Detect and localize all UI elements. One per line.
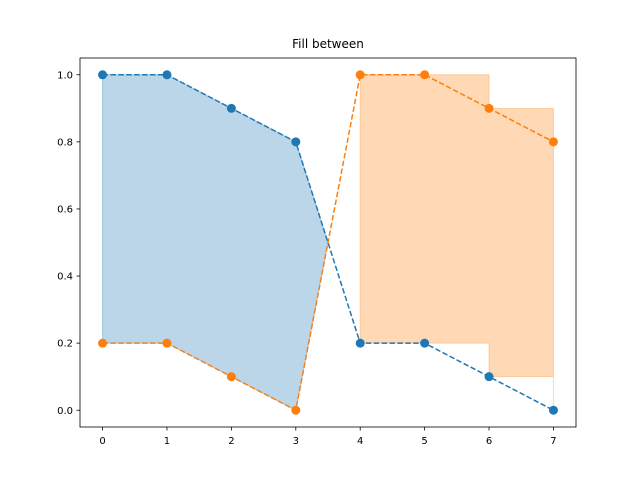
x-tick-label: 0	[99, 436, 105, 447]
markers-layer	[98, 70, 558, 415]
series-1-point	[291, 137, 301, 147]
series-1-point	[162, 70, 172, 80]
x-tick-label: 4	[357, 436, 363, 447]
series-2-point	[420, 70, 430, 80]
x-tick-label: 7	[550, 436, 556, 447]
fills-layer	[102, 74, 554, 411]
series-1-point	[420, 338, 430, 348]
x-tick-label: 6	[486, 436, 492, 447]
y-tick-label: 0.2	[57, 339, 73, 350]
x-tick-label: 1	[164, 436, 170, 447]
y-tick-label: 0.8	[57, 137, 73, 148]
y-tick-label: 0.0	[57, 406, 73, 417]
series-1-line	[102, 74, 554, 411]
x-tick-label: 2	[228, 436, 234, 447]
series-2-point	[548, 137, 558, 147]
y-tick-label: 0.6	[57, 205, 73, 216]
series-2-point	[291, 405, 301, 415]
lines-layer	[102, 74, 554, 412]
series-2-point	[484, 103, 494, 113]
series-2-point	[226, 372, 236, 382]
series-1-point	[98, 70, 108, 80]
chart-title: Fill between	[292, 37, 364, 51]
x-tick-label: 3	[293, 436, 299, 447]
y-axis-ticks: 0.0 0.2 0.4 0.6 0.8 1.0	[57, 70, 80, 417]
series-2-point	[355, 70, 365, 80]
axes-frame	[79, 57, 577, 428]
series-2-line	[102, 74, 554, 412]
x-axis-ticks: 0 1 2 3 4 5 6 7	[99, 427, 557, 447]
series-1-point	[226, 103, 236, 113]
fill-region-blue	[102, 74, 329, 411]
x-tick-label: 5	[421, 436, 427, 447]
series-1-point	[355, 338, 365, 348]
y-tick-label: 1.0	[57, 70, 73, 81]
series-2-point	[98, 338, 108, 348]
series-1-point	[484, 372, 494, 382]
series-2-point	[162, 338, 172, 348]
y-tick-label: 0.4	[57, 272, 73, 283]
series-1-point	[548, 405, 558, 415]
